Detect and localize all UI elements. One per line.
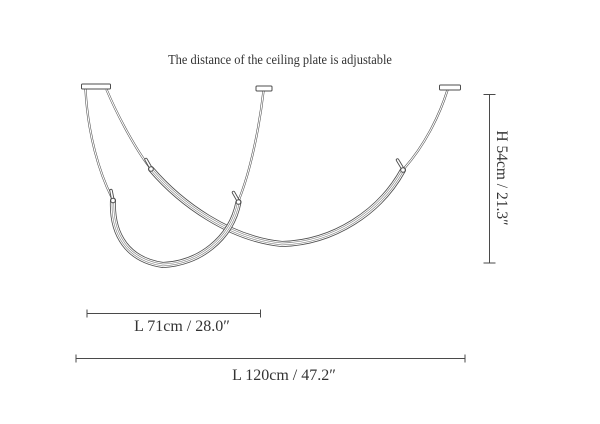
height-dimension-line	[483, 94, 496, 264]
cable-middle-icon	[237, 90, 265, 200]
tube-light-small-icon	[109, 197, 242, 269]
cable-rings	[110, 166, 406, 205]
ceiling-plate-right-icon	[439, 84, 461, 91]
ceiling-plate-left-icon	[81, 83, 111, 90]
ceiling-plates	[81, 83, 461, 92]
diagram-title: The distance of the ceiling plate is adj…	[168, 52, 392, 67]
cable-right-icon	[403, 89, 449, 169]
length-120-dimension-line	[75, 354, 466, 363]
ceiling-plate-middle-icon	[255, 85, 273, 92]
tube-light-large-icon	[148, 166, 406, 248]
length-71-dimension-line	[86, 309, 261, 318]
length-71-dimension-label: L 71cm / 28.0″	[134, 318, 230, 335]
suspension-cables	[84, 89, 449, 200]
tube-end-caps	[109, 157, 404, 202]
cable-left-outer-icon	[84, 89, 113, 199]
length-120-dimension-label: L 120cm / 47.2″	[232, 367, 336, 384]
cable-left-inner-icon	[105, 89, 151, 168]
height-dimension-label: H 54cm / 21.3″	[492, 130, 510, 226]
